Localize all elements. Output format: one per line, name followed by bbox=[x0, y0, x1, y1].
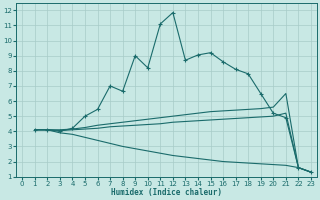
X-axis label: Humidex (Indice chaleur): Humidex (Indice chaleur) bbox=[111, 188, 222, 197]
